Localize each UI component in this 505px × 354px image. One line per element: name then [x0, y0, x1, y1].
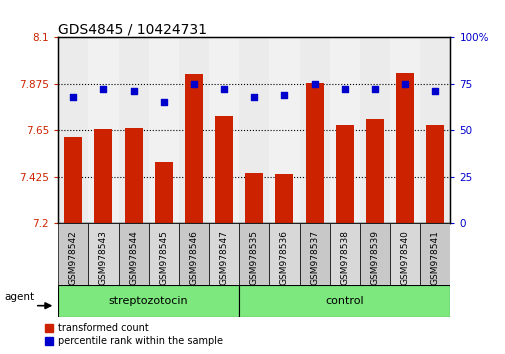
Point	[189, 81, 197, 86]
Point	[220, 86, 228, 92]
Bar	[58, 285, 239, 317]
Text: GSM978545: GSM978545	[159, 230, 168, 285]
Bar	[209, 223, 239, 285]
Point	[99, 86, 107, 92]
Bar	[64, 137, 82, 223]
Bar	[275, 175, 293, 223]
Bar	[239, 285, 449, 317]
Bar	[148, 37, 178, 223]
Bar	[395, 73, 413, 223]
Bar	[118, 223, 148, 285]
Bar	[178, 223, 209, 285]
Text: GSM978547: GSM978547	[219, 230, 228, 285]
Bar	[245, 173, 263, 223]
Text: GSM978542: GSM978542	[69, 230, 78, 285]
Bar	[94, 129, 112, 223]
Text: GDS4845 / 10424731: GDS4845 / 10424731	[58, 22, 207, 36]
Text: streptozotocin: streptozotocin	[109, 296, 188, 306]
Bar	[269, 37, 299, 223]
Bar	[299, 223, 329, 285]
Bar	[239, 37, 269, 223]
Bar	[209, 37, 239, 223]
Point	[310, 81, 318, 86]
Bar	[419, 223, 449, 285]
Bar	[389, 223, 419, 285]
Legend: transformed count, percentile rank within the sample: transformed count, percentile rank withi…	[45, 324, 223, 346]
Text: GSM978543: GSM978543	[99, 230, 108, 285]
Bar	[329, 223, 359, 285]
Bar	[88, 223, 118, 285]
Bar	[365, 119, 383, 223]
Bar	[148, 223, 178, 285]
Text: GSM978544: GSM978544	[129, 230, 138, 285]
Bar	[88, 37, 118, 223]
Bar	[58, 37, 88, 223]
Point	[250, 94, 258, 99]
Text: GSM978536: GSM978536	[279, 230, 288, 285]
Point	[129, 88, 137, 94]
Point	[340, 86, 348, 92]
Text: GSM978538: GSM978538	[339, 230, 348, 285]
Point	[69, 94, 77, 99]
Bar	[58, 223, 88, 285]
Text: GSM978540: GSM978540	[400, 230, 409, 285]
Text: GSM978546: GSM978546	[189, 230, 198, 285]
Bar	[359, 37, 389, 223]
Bar	[239, 223, 269, 285]
Text: GSM978539: GSM978539	[370, 230, 379, 285]
Text: GSM978537: GSM978537	[310, 230, 319, 285]
Bar	[155, 162, 173, 223]
Bar	[359, 223, 389, 285]
Point	[400, 81, 409, 86]
Point	[280, 92, 288, 98]
Bar	[329, 37, 359, 223]
Bar	[178, 37, 209, 223]
Text: control: control	[325, 296, 364, 306]
Bar	[118, 37, 148, 223]
Bar	[425, 125, 443, 223]
Text: agent: agent	[5, 292, 35, 302]
Bar	[389, 37, 419, 223]
Point	[370, 86, 378, 92]
Bar	[305, 82, 323, 223]
Text: GSM978535: GSM978535	[249, 230, 258, 285]
Bar	[269, 223, 299, 285]
Point	[430, 88, 438, 94]
Bar	[299, 37, 329, 223]
Bar	[184, 74, 203, 223]
Bar	[124, 128, 142, 223]
Point	[160, 99, 168, 105]
Bar	[419, 37, 449, 223]
Bar	[335, 125, 353, 223]
Bar	[215, 116, 233, 223]
Text: GSM978541: GSM978541	[430, 230, 439, 285]
